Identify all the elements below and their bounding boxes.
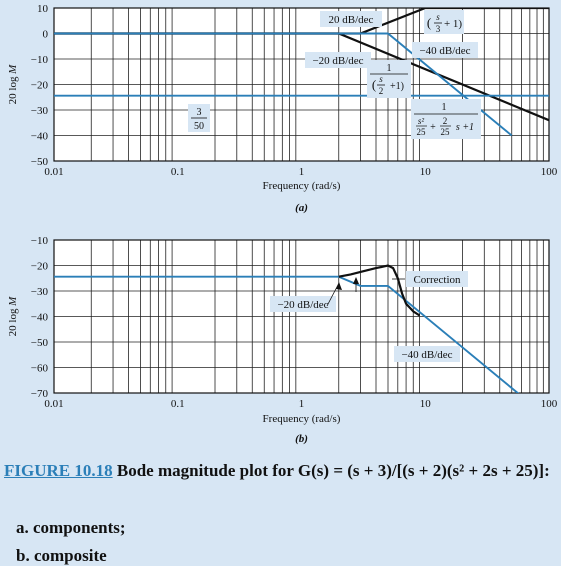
x-tick-label: 0.1 <box>171 398 185 410</box>
frac-num: s <box>436 12 440 22</box>
annotation-20db-a: 20 dB/dec <box>329 14 374 26</box>
caption-title: Bode magnitude plot for G(s) = (s + 3)/[… <box>112 461 550 480</box>
x-tick-label: 0.01 <box>44 166 63 178</box>
bode-charts-svg: 100−10−20−30−40−500.01 0.1 1 10 100Frequency… <box>7 3 558 445</box>
frac-num: 3 <box>197 107 202 118</box>
y-axis-label: 20 log M <box>7 296 19 337</box>
frac-tail: s +1 <box>456 122 474 133</box>
x-tick-label: 100 <box>541 398 558 410</box>
frac-den: 25 <box>417 127 427 137</box>
ann-box <box>406 271 468 287</box>
paren-left: ( <box>372 77 376 92</box>
y-tick-label: 0 <box>43 29 49 41</box>
y-tick-label: −50 <box>31 337 49 349</box>
x-tick-label: 100 <box>541 166 558 178</box>
y-tick-label: 10 <box>37 3 49 15</box>
plot-frame-b <box>53 239 550 394</box>
x-axis-label: Frequency (rad/s) <box>263 413 341 425</box>
panel-label: (a) <box>295 202 308 214</box>
caption-item-b: b. composite <box>16 546 107 565</box>
annotation-neg20db-b: −20 dB/dec <box>277 299 328 311</box>
paren-left: ( <box>427 15 431 30</box>
annotation-correction: Correction <box>413 274 461 286</box>
annotation-neg20db-a: −20 dB/dec <box>312 55 363 67</box>
y-tick-label: −20 <box>31 80 49 92</box>
arrow-head <box>353 277 359 284</box>
figure-link[interactable]: FIGURE 10.18 <box>4 461 113 480</box>
x-tick-label: 10 <box>420 398 432 410</box>
ann-box <box>424 10 464 34</box>
frac-num: s <box>379 74 383 84</box>
ann-box <box>412 42 478 58</box>
bode-figure: 10 0 −10 −20 −30 −40 −50 0.01 0.1 1 10 100 Frequency… <box>7 3 558 445</box>
annotation-neg40db-a: −40 dB/dec <box>419 45 470 57</box>
frac-num: 2 <box>443 116 448 126</box>
x-tick-label: 10 <box>420 166 432 178</box>
x-tick-label: 1 <box>299 398 305 410</box>
y-tick-label: −60 <box>31 363 49 375</box>
caption-item-a: a. components; <box>16 518 126 537</box>
x-axis-label: Frequency (rad/s) <box>263 180 341 192</box>
y-tick-label: −40 <box>31 131 49 143</box>
frac-den: 3 <box>436 24 441 34</box>
y-tick-label: −10 <box>31 235 49 247</box>
series-line-b-0 <box>54 275 520 393</box>
x-tick-label: 0.1 <box>171 166 185 178</box>
frac-den: 50 <box>194 121 204 132</box>
annotation-neg40db-b: −40 dB/dec <box>401 349 452 361</box>
ann-box <box>270 296 336 312</box>
y-tick-label: −50 <box>31 156 49 168</box>
y-tick-label: −20 <box>31 261 49 273</box>
frac-den: 2 <box>379 86 384 96</box>
frac-num: s² <box>418 116 425 126</box>
y-tick-label: −70 <box>31 388 49 400</box>
caption-area: FIGURE 10.18 Bode magnitude plot for G(s… <box>0 452 561 566</box>
y-axis-label: 20 log M <box>7 64 19 105</box>
plot-frame-a <box>53 7 550 162</box>
frac-num: 1 <box>442 102 447 113</box>
panel-label: (b) <box>295 433 308 445</box>
y-tick-label: −40 <box>31 312 49 324</box>
ann-box <box>411 99 481 139</box>
frac-tail: +1) <box>390 81 404 92</box>
y-tick-label: −30 <box>31 105 49 117</box>
figure-caption: FIGURE 10.18 Bode magnitude plot for G(s… <box>4 460 557 481</box>
y-tick-label: −30 <box>31 286 49 298</box>
x-tick-label: 1 <box>299 166 305 178</box>
plus: + <box>430 122 436 133</box>
y-tick-label: −10 <box>31 54 49 66</box>
frac-num: 1 <box>387 63 392 74</box>
ann-box <box>320 11 382 27</box>
frac-tail: + 1) <box>444 18 462 30</box>
frac-den: 25 <box>441 127 451 137</box>
ann-box <box>305 52 371 68</box>
arrow-head <box>336 282 342 290</box>
series-line-b-1 <box>338 264 421 317</box>
ann-box <box>394 346 460 362</box>
ann-box <box>367 60 411 98</box>
x-tick-label: 0.01 <box>44 398 63 410</box>
